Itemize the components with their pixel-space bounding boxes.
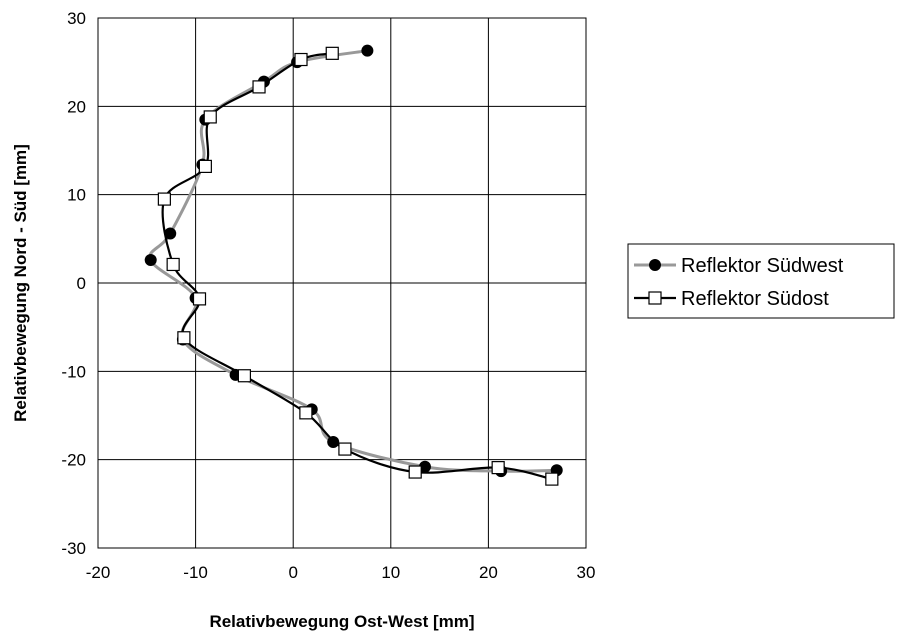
data-point-suedwest: [361, 44, 374, 57]
data-point-suedost: [177, 331, 191, 345]
legend-label-suedost: Reflektor Südost: [681, 288, 829, 310]
data-point-suedost: [203, 110, 217, 124]
data-point-suedost: [166, 257, 180, 272]
y-tick-label: 20: [67, 97, 86, 116]
data-point-suedwest: [327, 436, 340, 448]
series-line-suedost: [161, 52, 553, 481]
x-axis-label: Relativbewegung Ost-West [mm]: [209, 612, 474, 631]
y-tick-label: 10: [67, 186, 86, 205]
data-point-suedwest: [164, 227, 177, 240]
legend-label-suedwest: Reflektor Südwest: [681, 255, 844, 277]
y-axis-label: Relativbewegung Nord - Süd [mm]: [11, 144, 30, 422]
series-markers: [144, 44, 563, 486]
legend-box: [627, 243, 895, 319]
plot-area: [97, 17, 587, 549]
data-point-suedost: [299, 406, 313, 420]
x-tick-label: -10: [183, 563, 208, 582]
y-tick-label: -10: [61, 362, 86, 381]
legend-marker-suedwest: [649, 259, 661, 271]
legend-entry-suedwest: Reflektor Südwest: [634, 255, 844, 277]
y-tick-label: 0: [77, 274, 86, 293]
legend-entry-suedost: Reflektor Südost: [634, 288, 829, 310]
x-tick-label: 10: [381, 563, 400, 582]
x-tick-label: 30: [577, 563, 596, 582]
data-point-suedost: [325, 46, 339, 60]
data-point-suedost: [252, 80, 266, 94]
y-tick-label: -30: [61, 539, 86, 558]
y-tick-label: -20: [61, 451, 86, 470]
data-point-suedwest: [144, 254, 157, 267]
data-point-suedost: [157, 192, 171, 206]
data-point-suedost: [192, 292, 207, 306]
data-point-suedost: [491, 461, 505, 475]
data-point-suedwest: [418, 460, 431, 473]
data-point-suedost: [237, 369, 251, 383]
x-tick-label: 20: [479, 563, 498, 582]
x-tick-label: 0: [288, 563, 297, 582]
data-point-suedost: [408, 465, 422, 479]
y-tick-label: 30: [67, 9, 86, 28]
data-point-suedost: [294, 52, 308, 67]
data-point-suedost: [338, 442, 352, 456]
legend: Reflektor Südwest Reflektor Südost: [627, 243, 895, 319]
series-layer: [144, 44, 563, 486]
x-tick-label: -20: [86, 563, 111, 582]
legend-marker-suedost: [648, 291, 662, 305]
data-point-suedost: [545, 472, 559, 486]
data-point-suedost: [198, 159, 212, 173]
